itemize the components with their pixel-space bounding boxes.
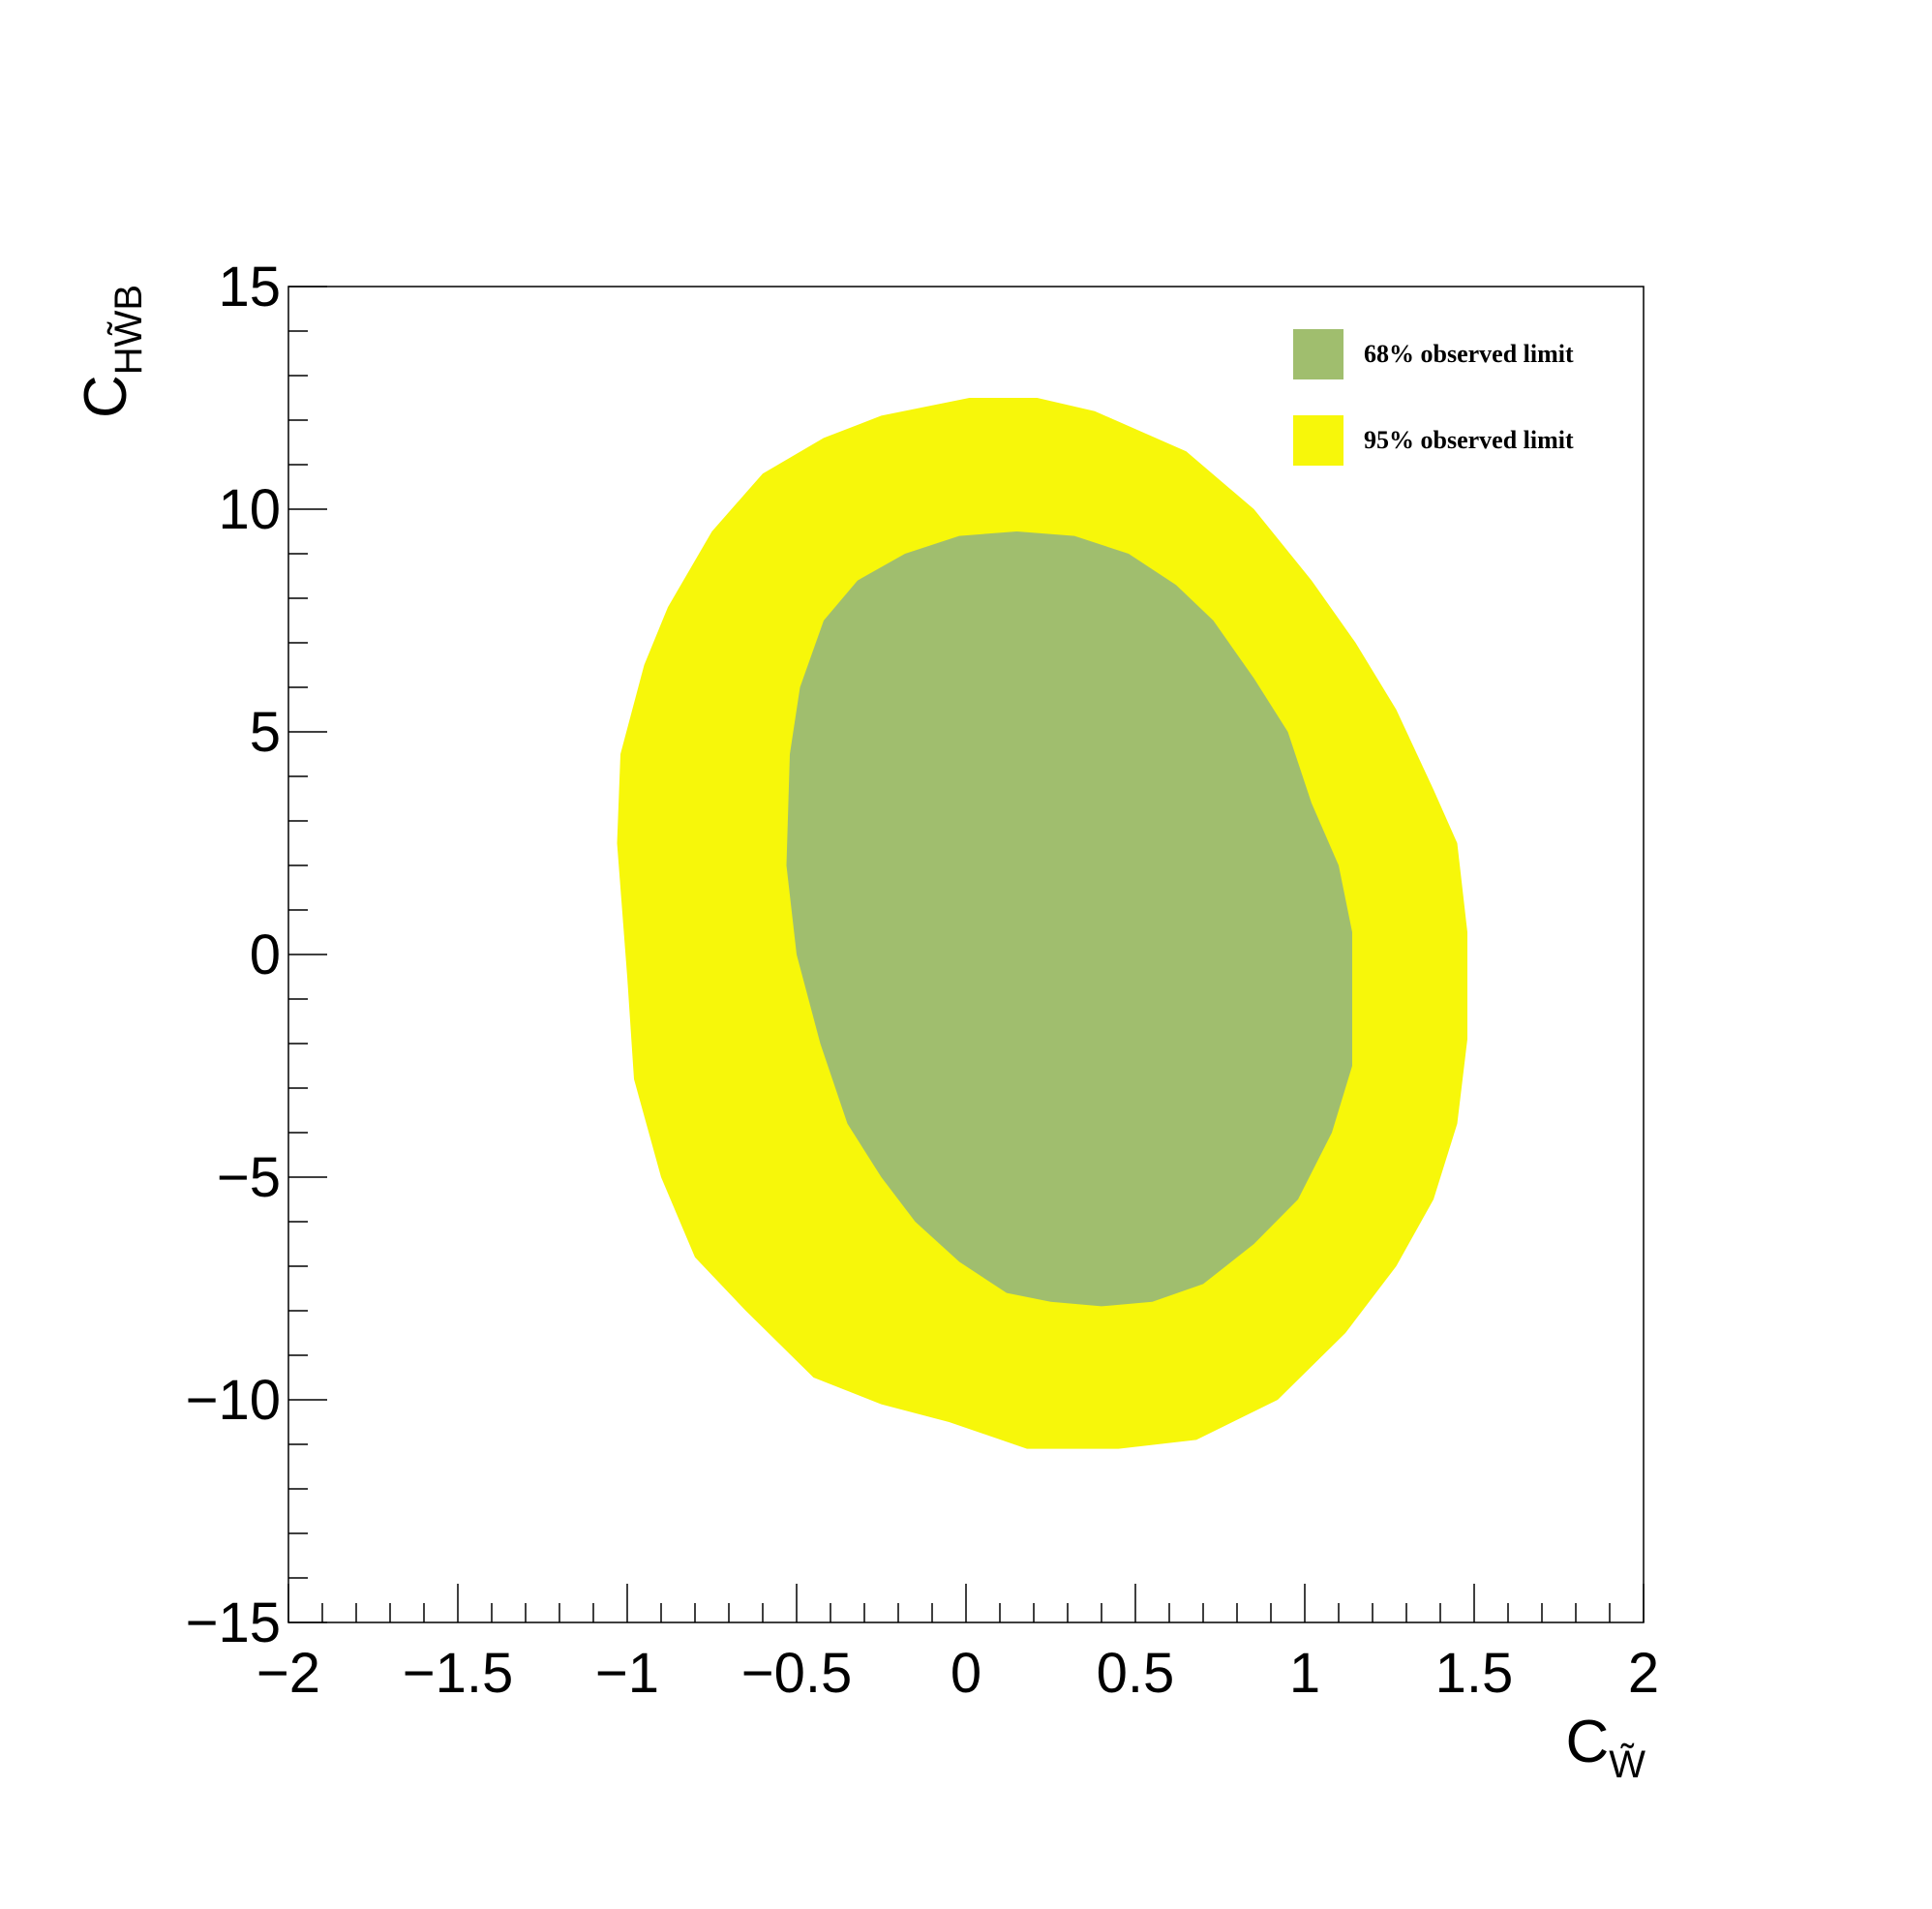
y-axis-ticks (288, 286, 327, 1623)
x-tick-label: 0.5 (1097, 1642, 1175, 1705)
y-tick-label: 5 (250, 701, 281, 764)
legend: 68% observed limit 95% observed limit (1293, 329, 1574, 466)
x-tick-label: −2 (257, 1642, 320, 1705)
x-axis-ticks (287, 1584, 1645, 1622)
legend-label-95: 95% observed limit (1364, 426, 1574, 454)
x-axis-tick-labels: −2 −1.5 −1 −0.5 0 0.5 1 1.5 2 (257, 1642, 1659, 1705)
x-tick-label: 1.5 (1435, 1642, 1514, 1705)
x-tick-label: 1 (1289, 1642, 1320, 1705)
x-tick-label: −1 (595, 1642, 659, 1705)
y-axis-tick-labels: 15 10 5 0 −5 −10 −15 (186, 256, 281, 1654)
y-tick-label: −10 (186, 1369, 281, 1432)
legend-swatch-95 (1293, 415, 1343, 466)
x-tick-label: 2 (1628, 1642, 1659, 1705)
confidence-regions (617, 398, 1467, 1449)
x-tick-label: 0 (951, 1642, 981, 1705)
x-tick-label: −1.5 (403, 1642, 514, 1705)
y-tick-label: 10 (218, 478, 281, 541)
y-tick-label: 0 (250, 924, 281, 986)
y-tick-label: −15 (186, 1591, 281, 1654)
region-68-percent (786, 531, 1352, 1307)
legend-swatch-68 (1293, 329, 1343, 379)
x-axis-title: CW̃ (1565, 1709, 1645, 1786)
y-axis-title: CHW̃B (73, 285, 150, 418)
y-tick-label: −5 (217, 1146, 281, 1209)
y-tick-label: 15 (218, 256, 281, 318)
legend-label-68: 68% observed limit (1364, 340, 1574, 368)
x-tick-label: −0.5 (741, 1642, 853, 1705)
